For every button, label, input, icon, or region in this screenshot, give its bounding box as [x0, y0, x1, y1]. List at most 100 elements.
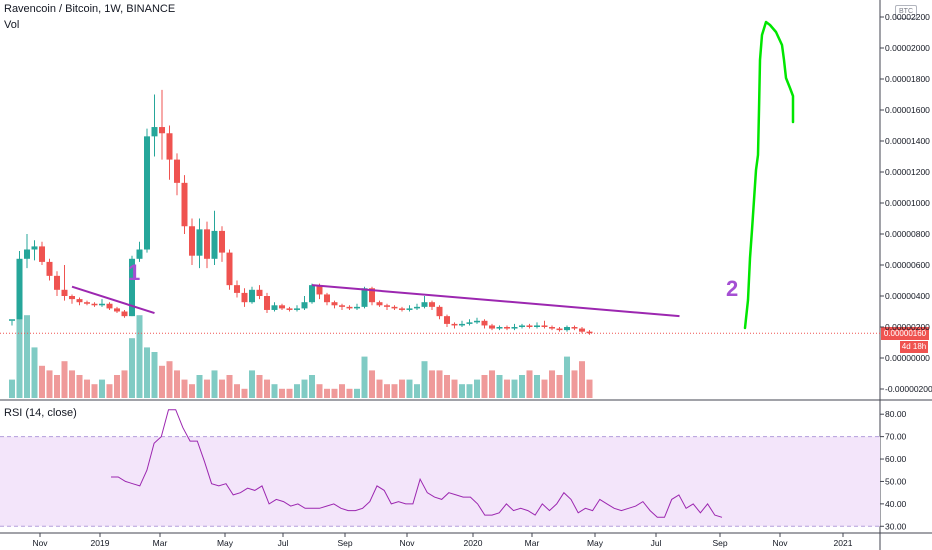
price-tick-label: 0.00001600: [885, 105, 930, 115]
volume-bar: [189, 384, 195, 398]
candle-body: [571, 327, 578, 329]
candle-body: [181, 182, 188, 227]
time-tick-label: May: [217, 538, 234, 548]
volume-bar: [489, 370, 495, 398]
price-tick-label: 0.00000600: [885, 260, 930, 270]
volume-bar: [301, 379, 308, 398]
volume-bar: [324, 388, 330, 398]
candle-body: [106, 303, 113, 309]
price-tick-label: 0.00001400: [885, 136, 930, 146]
currency-badge[interactable]: BTC: [895, 5, 917, 19]
annotation-label: 1: [128, 260, 140, 285]
candle-body: [271, 305, 278, 310]
candle-body: [61, 289, 68, 296]
time-tick-label: Nov: [399, 538, 415, 548]
candle-body: [54, 275, 60, 290]
candle-body: [91, 303, 98, 306]
time-tick-label: Jul: [278, 538, 289, 548]
candle-body: [346, 306, 353, 309]
chart-title: Ravencoin / Bitcoin, 1W, BINANCE: [4, 3, 176, 15]
volume-bar: [84, 379, 90, 398]
volume-bar: [391, 384, 398, 398]
volume-bar: [451, 379, 458, 398]
volume-bar: [166, 361, 173, 398]
volume-bar: [399, 379, 405, 398]
candle-body: [84, 302, 90, 304]
candle-body: [204, 229, 210, 259]
volume-bar: [129, 338, 135, 398]
volume-bar: [279, 388, 285, 398]
candle-body: [196, 229, 203, 256]
rsi-tick-label: 30.00: [885, 521, 907, 531]
volume-bar: [571, 370, 578, 398]
candle-body: [474, 320, 480, 323]
candle-body: [459, 323, 465, 326]
price-tick-label: 0.00002000: [885, 43, 930, 53]
volume-bar: [586, 379, 593, 398]
candle-body: [301, 302, 308, 309]
candle-body: [414, 306, 420, 309]
projection-path: [743, 20, 795, 330]
annotation-label: 2: [726, 276, 738, 301]
volume-bar: [429, 370, 435, 398]
candle-body: [211, 230, 218, 259]
volume-bar: [181, 379, 188, 398]
volume-bar: [159, 365, 165, 398]
time-tick-label: Mar: [153, 538, 168, 548]
volume-bar: [406, 379, 413, 398]
volume-bar: [384, 384, 390, 398]
candle-body: [286, 308, 293, 310]
candle-body: [369, 288, 375, 303]
candle-body: [451, 323, 458, 326]
candle-body: [136, 249, 143, 259]
candle-body: [24, 249, 30, 259]
candle-body: [331, 302, 338, 306]
candle-body: [279, 305, 285, 309]
rsi-tick-label: 40.00: [885, 499, 907, 509]
volume-bar: [511, 379, 518, 398]
candle-body: [249, 289, 255, 303]
candle-body: [519, 325, 525, 327]
volume-bar: [294, 384, 300, 398]
candle-body: [151, 127, 158, 137]
price-tick-label: 0.00000800: [885, 229, 930, 239]
volume-bar: [76, 375, 83, 398]
volume-bar: [346, 388, 353, 398]
volume-bar: [309, 375, 315, 398]
volume-bar: [241, 388, 248, 398]
rsi-tick-label: 80.00: [885, 409, 907, 419]
time-tick-label: Nov: [32, 538, 48, 548]
candle-body: [241, 292, 248, 303]
candle-body: [46, 261, 53, 276]
volume-bar: [144, 347, 150, 398]
volume-bar: [526, 370, 533, 398]
candle-body: [481, 320, 488, 326]
candle-body: [376, 302, 383, 306]
candle-body: [541, 325, 548, 327]
volume-label: Vol: [4, 19, 20, 31]
volume-bar: [414, 384, 420, 398]
candle-body: [406, 308, 413, 310]
trendline: [71, 285, 155, 315]
volume-bar: [31, 347, 38, 398]
volume-bar: [264, 379, 270, 398]
rsi-tick-label: 50.00: [885, 476, 907, 486]
volume-bar: [54, 375, 60, 398]
volume-bar: [361, 356, 368, 398]
volume-bar: [121, 370, 128, 398]
time-tick-label: Mar: [525, 538, 540, 548]
candle-body: [526, 325, 533, 327]
volume-bar: [579, 361, 585, 398]
price-tick-label: 0.00001200: [885, 167, 930, 177]
price-tick-label: 0.00001000: [885, 198, 930, 208]
candle-body: [234, 285, 240, 293]
candle-body: [384, 305, 390, 307]
volume-bar: [151, 352, 158, 398]
candle-body: [144, 136, 150, 250]
volume-bar: [556, 375, 563, 398]
candle-body: [76, 299, 83, 303]
volume-bar: [24, 315, 30, 398]
candle-body: [339, 305, 345, 307]
candle-body: [436, 306, 443, 317]
